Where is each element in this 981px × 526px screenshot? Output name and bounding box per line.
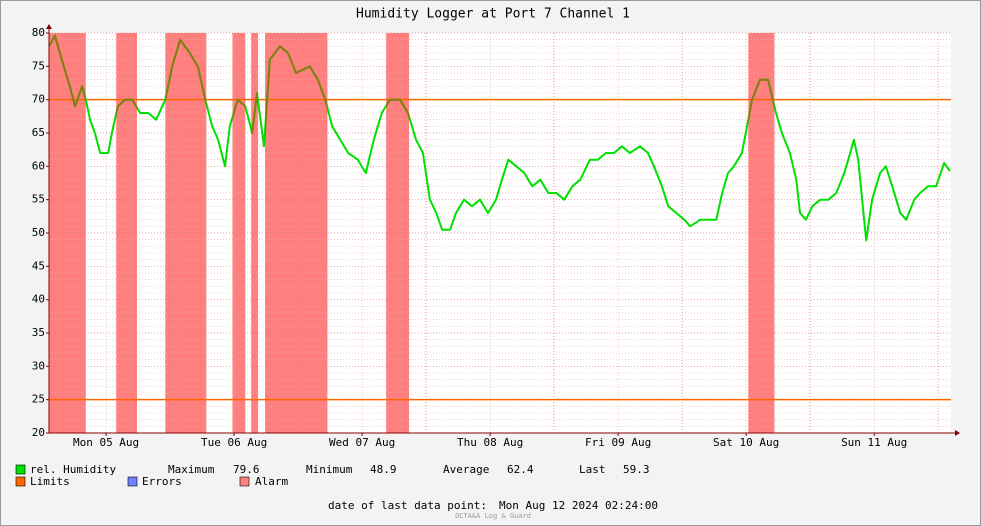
- x-tick-label: Sat 10 Aug: [713, 436, 779, 449]
- y-tick-label: 45: [32, 259, 45, 272]
- x-tick-label: Fri 09 Aug: [585, 436, 651, 449]
- y-tick-label: 40: [32, 293, 45, 306]
- footer-label: date of last data point:: [328, 499, 487, 512]
- stat-value: 48.9: [370, 463, 397, 476]
- alarm-band: [251, 33, 259, 433]
- x-tick-label: Wed 07 Aug: [329, 436, 395, 449]
- y-tick-label: 65: [32, 126, 45, 139]
- y-tick-label: 25: [32, 393, 45, 406]
- legend-label: Alarm: [255, 475, 288, 488]
- y-tick-label: 30: [32, 359, 45, 372]
- credit: OCTA&A Log & Guard: [455, 512, 531, 520]
- y-tick-label: 60: [32, 159, 45, 172]
- stat-value: 62.4: [507, 463, 534, 476]
- y-tick-label: 80: [32, 26, 45, 39]
- y-tick-label: 20: [32, 426, 45, 439]
- y-tick-label: 55: [32, 193, 45, 206]
- x-tick-label: Sun 11 Aug: [841, 436, 907, 449]
- x-tick-label: Mon 05 Aug: [73, 436, 139, 449]
- y-tick-label: 35: [32, 326, 45, 339]
- stat-label: Last: [579, 463, 606, 476]
- legend-label: rel. Humidity: [30, 463, 116, 476]
- alarm-band: [165, 33, 207, 433]
- stat-label: Minimum: [306, 463, 353, 476]
- legend-swatch: [127, 476, 138, 487]
- stat-value: 59.3: [623, 463, 650, 476]
- x-tick-label: Tue 06 Aug: [201, 436, 267, 449]
- stat-label: Average: [443, 463, 489, 476]
- legend-swatch: [15, 464, 26, 475]
- legend-label: Limits: [30, 475, 70, 488]
- stat-value: 79.6: [233, 463, 260, 476]
- chart-title: Humidity Logger at Port 7 Channel 1: [356, 7, 630, 22]
- y-tick-label: 70: [32, 93, 45, 106]
- legend-swatch: [15, 476, 26, 487]
- x-tick-label: Thu 08 Aug: [457, 436, 523, 449]
- footer-value: Mon Aug 12 2024 02:24:00: [499, 499, 658, 512]
- legend-label: Errors: [142, 475, 182, 488]
- y-axis-arrow: [46, 24, 52, 29]
- y-tick-label: 50: [32, 226, 45, 239]
- x-axis-arrow: [955, 430, 960, 436]
- legend-swatch: [239, 476, 250, 487]
- y-tick-label: 75: [32, 59, 45, 72]
- stat-label: Maximum: [168, 463, 215, 476]
